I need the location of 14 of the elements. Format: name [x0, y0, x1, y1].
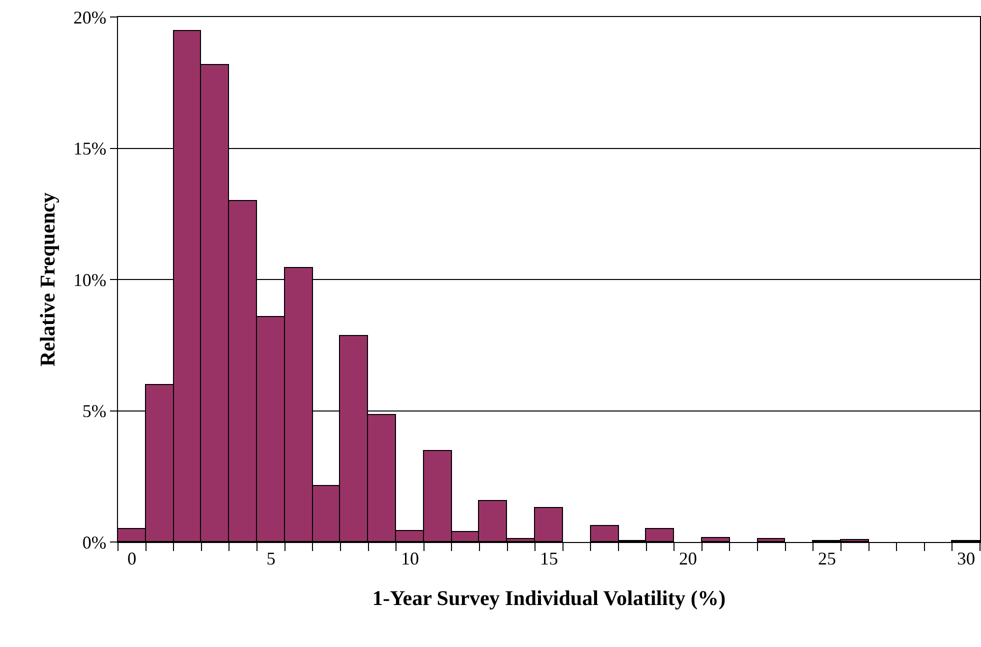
- y-tick-label: 20%: [73, 7, 106, 28]
- x-tick-label: 0: [127, 548, 136, 569]
- y-tick-label: 5%: [82, 401, 106, 422]
- x-tick-label: 5: [266, 548, 276, 569]
- x-tick-label: 10: [400, 548, 419, 569]
- x-tick-label: 15: [540, 548, 558, 569]
- x-tick-label: 30: [957, 548, 976, 569]
- y-axis-title: Relative Frequency: [36, 192, 60, 366]
- x-axis-title: 1-Year Survey Individual Volatility (%): [372, 586, 726, 610]
- y-tick-label: 0%: [82, 532, 106, 552]
- y-tick-label: 15%: [73, 138, 106, 159]
- x-tick-label: 25: [818, 548, 836, 569]
- x-tick-label: 20: [679, 548, 698, 569]
- y-tick-label: 10%: [73, 270, 106, 290]
